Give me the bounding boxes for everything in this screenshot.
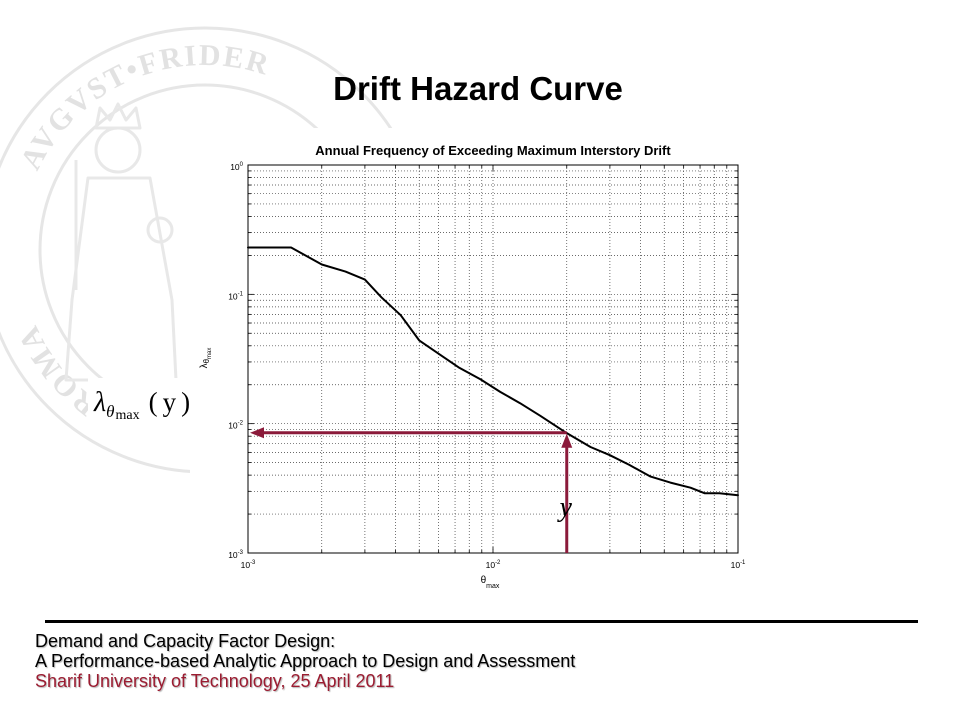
y-tick-label: 100 bbox=[230, 162, 243, 172]
x-tick-label: 10-2 bbox=[486, 560, 501, 570]
y-axis-label-symbol: λ bbox=[199, 363, 210, 368]
drift-hazard-chart: Annual Frequency of Exceeding Maximum In… bbox=[190, 128, 772, 598]
y-tick-label-exponent: 0 bbox=[240, 162, 244, 168]
hazard-curve bbox=[247, 246, 739, 497]
footer-line-venue: Sharif University of Technology, 25 Apri… bbox=[35, 671, 395, 691]
x-tick-label-exponent: -2 bbox=[495, 560, 501, 566]
x-axis-label: θmax bbox=[481, 575, 500, 590]
y-tick-label-base: 10 bbox=[228, 550, 238, 560]
footer-rule bbox=[45, 620, 918, 623]
y-tick-label: 10-1 bbox=[228, 291, 243, 301]
y-axis-label-subsub: max bbox=[207, 348, 213, 359]
x-tick-label-base: 10 bbox=[731, 560, 741, 570]
hazard-annotation-subsub: max bbox=[115, 408, 140, 423]
footer-line-course: Demand and Capacity Factor Design: bbox=[35, 631, 336, 651]
hazard-annotation-arg: (y) bbox=[148, 387, 196, 417]
hazard-reading bbox=[250, 427, 573, 553]
y-tick-label: 10-2 bbox=[228, 421, 243, 431]
seal-figure-crown bbox=[94, 102, 142, 130]
grid bbox=[248, 165, 738, 553]
y-tick-label-exponent: -3 bbox=[238, 550, 244, 556]
y-tick-label-base: 10 bbox=[228, 421, 238, 431]
x-tick-label: 10-1 bbox=[731, 560, 746, 570]
y-tick-label: 10-3 bbox=[228, 550, 243, 560]
seal-figure-orb bbox=[146, 216, 174, 244]
y-tick-label-exponent: -2 bbox=[238, 421, 244, 427]
series bbox=[247, 246, 739, 497]
seal-figure-head bbox=[94, 126, 142, 174]
footer-line-subtitle: A Performance-based Analytic Approach to… bbox=[35, 651, 576, 671]
slide-title: Drift Hazard Curve bbox=[333, 70, 623, 107]
plot-frame bbox=[247, 164, 739, 554]
hazard-annotation-sub: θ bbox=[106, 402, 115, 421]
x-tick-label: 10-3 bbox=[241, 560, 256, 570]
chart-background bbox=[190, 128, 772, 598]
chart-title: Annual Frequency of Exceeding Maximum In… bbox=[315, 143, 671, 158]
reading-arrowhead-left bbox=[250, 427, 264, 439]
reading-arrowhead-up bbox=[561, 433, 573, 448]
hazard-annotation: λθmax (y) bbox=[88, 378, 200, 426]
y-tick-label-exponent: -1 bbox=[238, 291, 244, 297]
y-tick-label-base: 10 bbox=[230, 162, 240, 172]
y-tick-label-base: 10 bbox=[228, 291, 238, 301]
y-axis-label-sub: θ bbox=[202, 358, 211, 363]
x-tick-label-base: 10 bbox=[486, 560, 496, 570]
x-axis-label-symbol: θ bbox=[481, 575, 487, 586]
x-axis-label-sub: max bbox=[486, 583, 500, 590]
hazard-annotation-symbol: λ bbox=[94, 387, 107, 418]
x-tick-label-exponent: -1 bbox=[740, 560, 746, 566]
x-tick-label-base: 10 bbox=[241, 560, 251, 570]
drift-annotation: y bbox=[557, 492, 573, 523]
y-axis-label: λθmax bbox=[199, 348, 213, 369]
x-tick-label-exponent: -3 bbox=[250, 560, 256, 566]
